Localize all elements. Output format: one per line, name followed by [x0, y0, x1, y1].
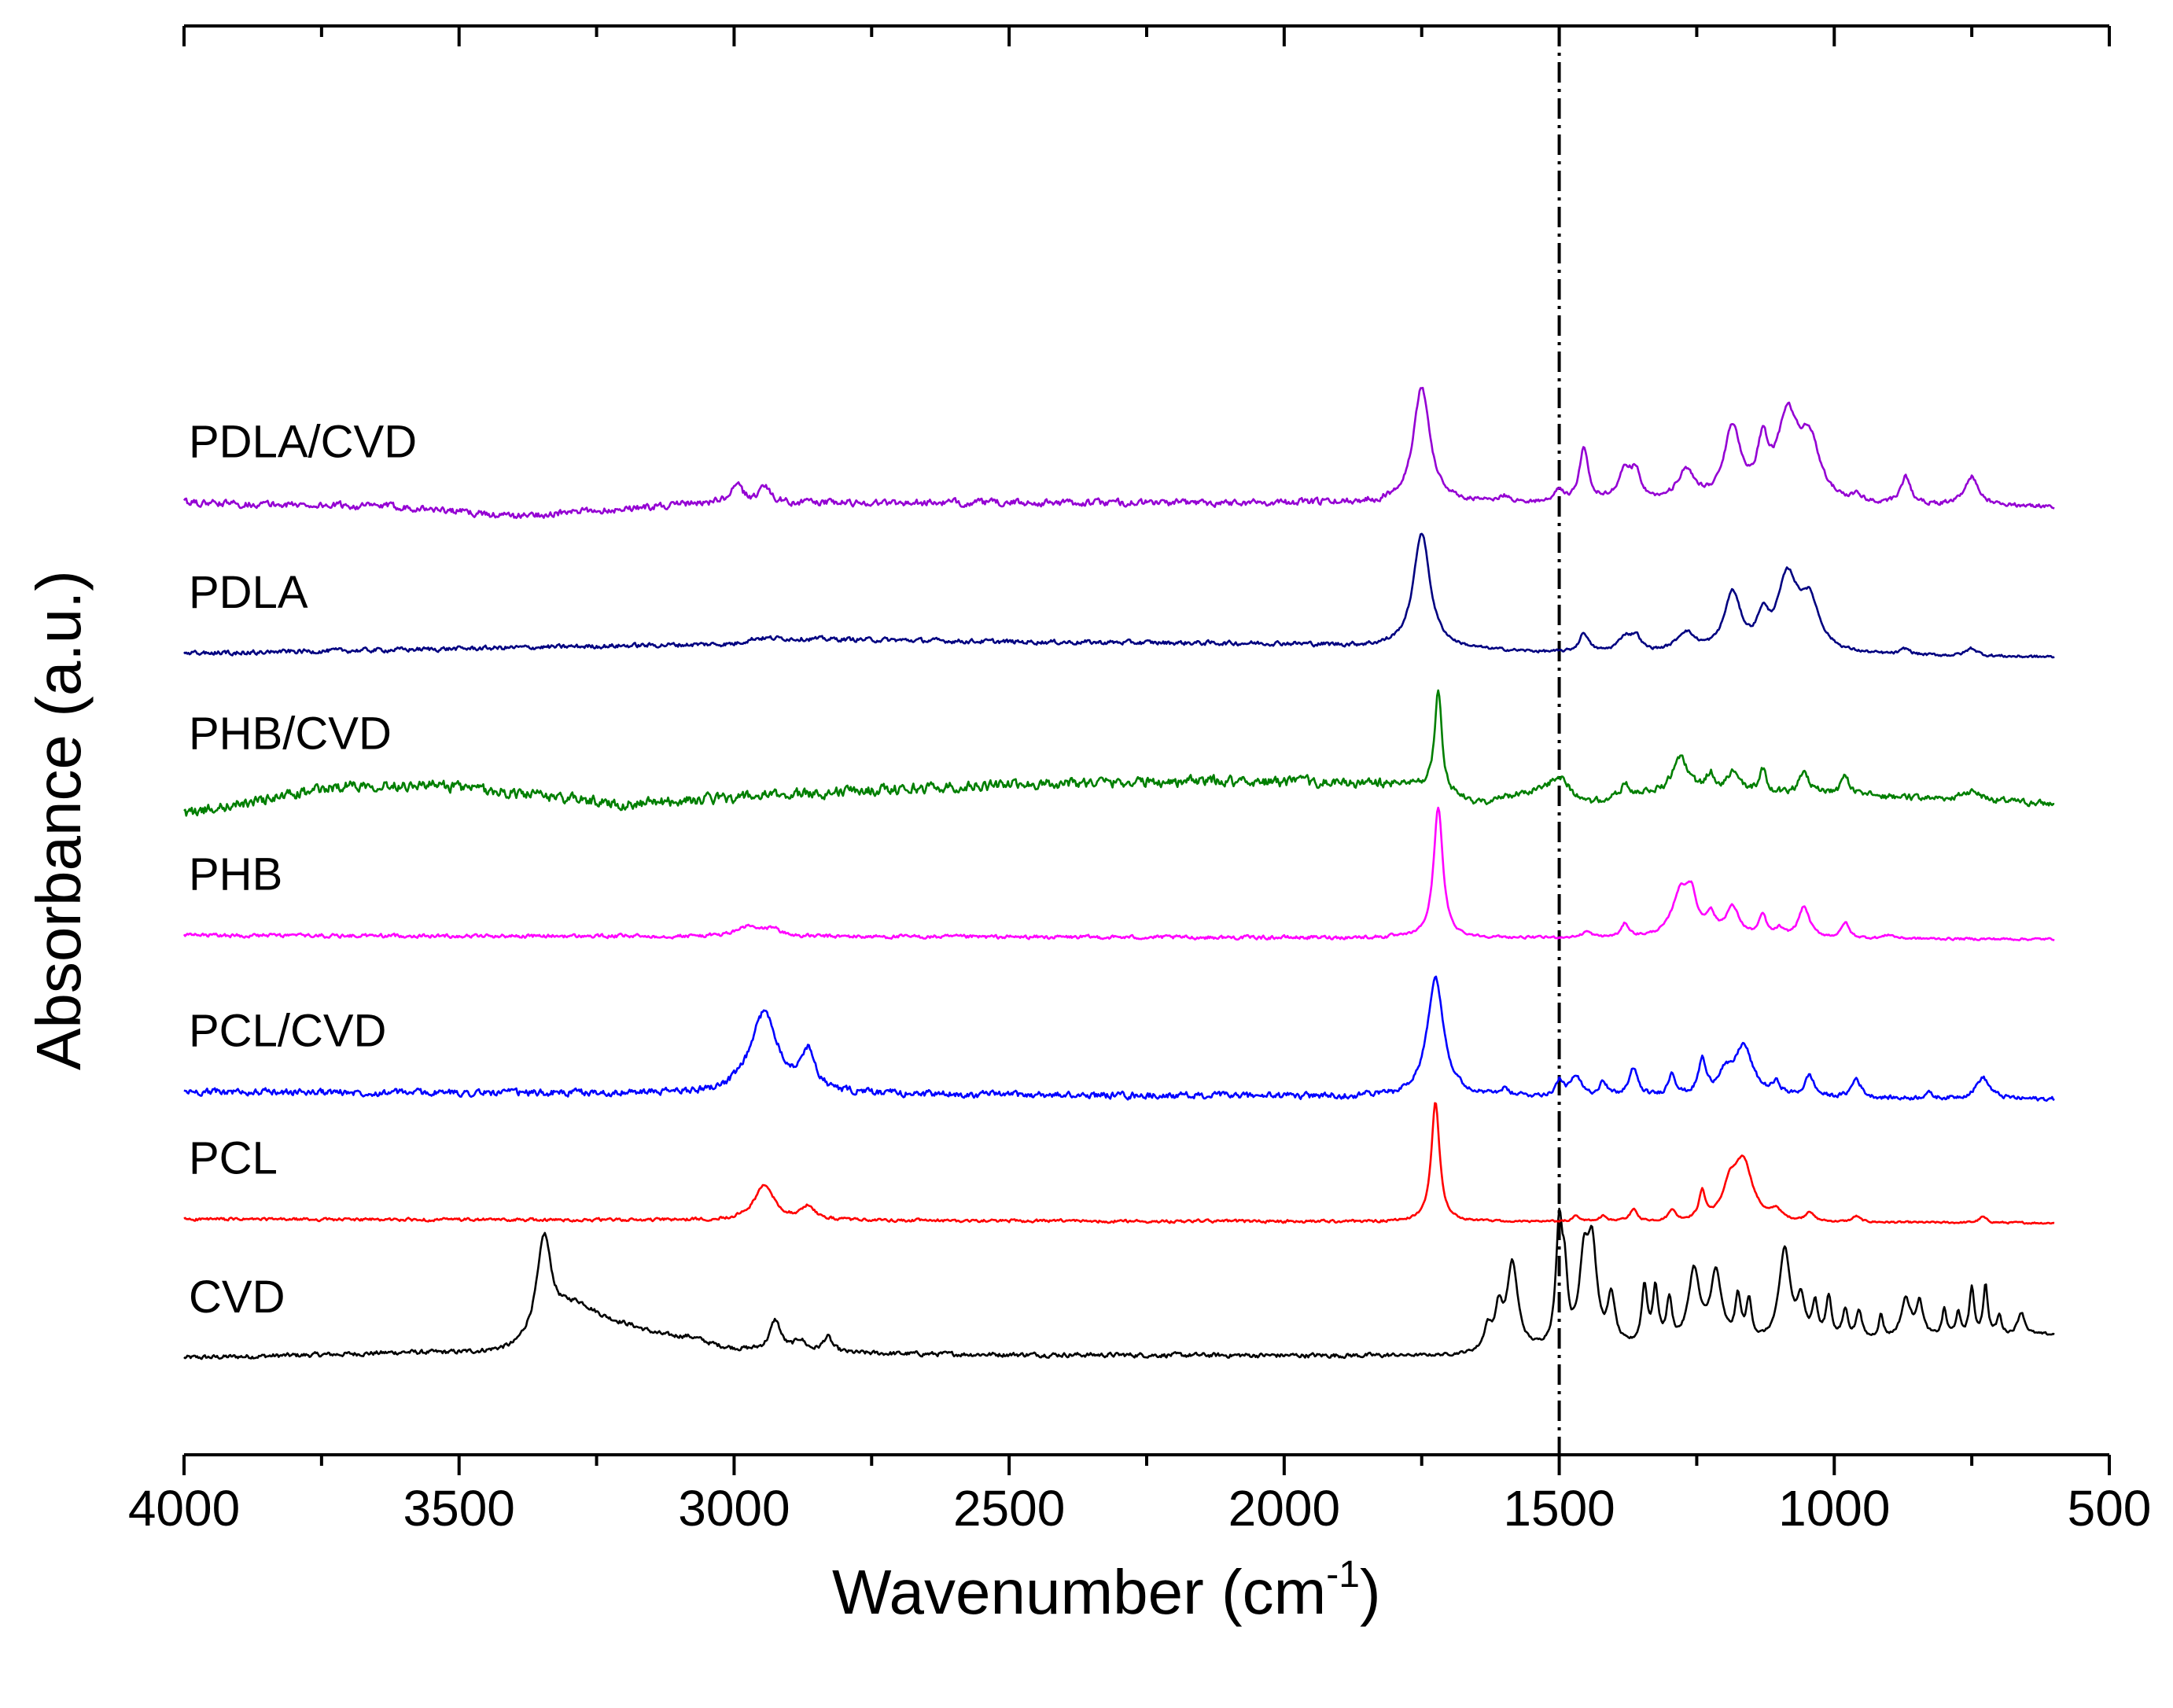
xtick-label-2500: 2500 [953, 1480, 1065, 1537]
spectrum-pdla [183, 532, 2055, 659]
spectrum-cvd [183, 1207, 2055, 1360]
spectrum-pcl-cvd [183, 975, 2055, 1102]
series-label-pdla: PDLA [189, 567, 308, 618]
series-labels: CVD PCL PCL/CVD PHB PHB/CVD PDLA PDLA/CVD [189, 416, 417, 1323]
spectrum-phb [182, 806, 2055, 942]
x-axis-ticks [182, 26, 2111, 1475]
x-axis-title: Wavenumber (cm-1) [832, 1554, 1381, 1627]
xtick-label-1000: 1000 [1778, 1480, 1890, 1537]
y-axis-title: Absorbance (a.u.) [24, 570, 94, 1070]
xtick-label-1500: 1500 [1503, 1480, 1615, 1537]
xtick-label-3000: 3000 [678, 1480, 790, 1537]
xtick-label-3500: 3500 [403, 1480, 515, 1537]
series-label-pcl-cvd: PCL/CVD [189, 1005, 386, 1056]
spectra-group [182, 386, 2055, 1360]
plot-frame [184, 24, 2109, 1456]
spectrum-phb-cvd [183, 689, 2055, 817]
spectrum-pdla-cvd [182, 386, 2055, 520]
series-label-cvd: CVD [189, 1272, 285, 1323]
x-axis-tick-labels: 4000 3500 3000 2500 2000 1500 1000 500 [128, 1480, 2152, 1537]
series-label-pcl: PCL [189, 1132, 278, 1183]
xtick-label-4000: 4000 [128, 1480, 240, 1537]
series-label-phb-cvd: PHB/CVD [189, 708, 392, 759]
series-label-phb: PHB [189, 848, 282, 900]
series-label-pdla-cvd: PDLA/CVD [189, 416, 417, 467]
xtick-label-2000: 2000 [1228, 1480, 1340, 1537]
spectrum-pcl [183, 1102, 2055, 1225]
xtick-label-500: 500 [2068, 1480, 2152, 1537]
